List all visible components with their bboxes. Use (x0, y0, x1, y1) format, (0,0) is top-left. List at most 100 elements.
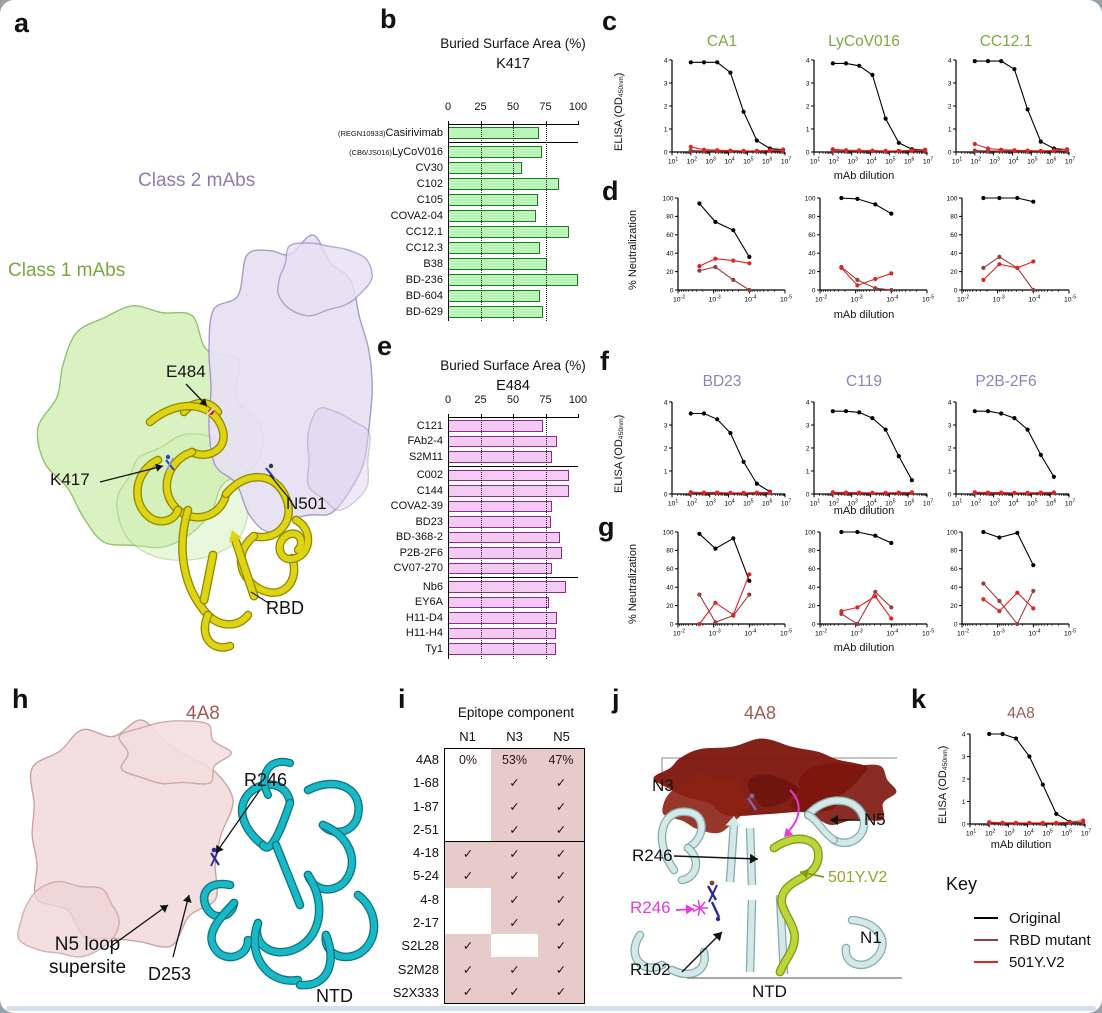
svg-text:107: 107 (781, 499, 792, 508)
bar-CC12.3 (448, 242, 541, 254)
bsa-bar-chart-e484: 0 25 50 75 100 C121 FAb2-4 S2M11 C002 C144 COVA2-3… (330, 388, 587, 668)
svg-text:4: 4 (948, 399, 952, 406)
bar-H11-D4 (448, 612, 558, 624)
svg-text:106: 106 (762, 157, 773, 166)
svg-text:103: 103 (989, 157, 1000, 166)
svg-text:10-3: 10-3 (993, 629, 1005, 638)
svg-text:4: 4 (948, 57, 952, 64)
epitope-col-n1: N1 (459, 729, 476, 744)
svg-text:2: 2 (948, 103, 952, 110)
svg-text:102: 102 (971, 157, 982, 166)
bar-BD23 (448, 516, 551, 528)
svg-text:1: 1 (948, 468, 952, 475)
svg-text:10-2: 10-2 (957, 629, 969, 638)
epitope-cell-1-87-N1 (444, 794, 491, 818)
epitope-cell-1-87-N5: ✓ (538, 794, 585, 818)
panel-letter-e: e (377, 331, 393, 361)
svg-text:0: 0 (806, 149, 810, 156)
bar-row-Casirivimab: (REGN10933)Casirivimab (330, 125, 584, 141)
svg-text:104: 104 (1008, 157, 1019, 166)
svg-text:3: 3 (664, 80, 668, 87)
bar-row-FAb2-4: FAb2-4 (330, 434, 584, 450)
svg-text:20: 20 (808, 269, 816, 276)
bar-row-H11-D4: H11-D4 (330, 610, 584, 626)
rbd-label: RBD (266, 598, 305, 618)
n5-loop-supersite-label: N5 loop supersite (48, 934, 127, 978)
bar-Ty1 (448, 643, 556, 655)
svg-text:10-5: 10-5 (922, 629, 934, 638)
epitope-cell-4-8-N3: ✓ (491, 887, 538, 911)
panel-letter-a: a (14, 8, 30, 38)
legend-item-rbd-mutant: RBD mutant (974, 929, 1096, 951)
elisa-title-ca1: CA1 (706, 33, 738, 50)
panel-letter-c: c (602, 6, 618, 36)
svg-text:10-3: 10-3 (709, 629, 721, 638)
svg-text:100: 100 (947, 195, 958, 202)
rbd-structure-illustration (36, 234, 373, 652)
elisa-y-axis-label-f: ELISA (OD450nm) (612, 414, 626, 494)
rbd-mutant-line-swatch (974, 938, 998, 942)
n3-label: N3 (652, 776, 674, 795)
elisa-title-cc121: CC12.1 (979, 33, 1033, 50)
svg-text:3: 3 (806, 80, 810, 87)
elisa-chart-bd23: 0 1 2 3 4 101 102 103 104 105 106 107 (652, 398, 792, 510)
epitope-cell-4-18-N3: ✓ (491, 841, 538, 865)
svg-text:104: 104 (1023, 829, 1034, 838)
e484-label: E484 (166, 362, 206, 381)
svg-text:105: 105 (1027, 499, 1038, 508)
svg-text:101: 101 (810, 499, 821, 508)
legend-item-original: Original (974, 907, 1096, 929)
neutralization-chart-c119: 0 20 40 60 80 100 10-2 10-3 10-4 10-5 (794, 528, 935, 640)
n1-label: N1 (860, 928, 882, 947)
epitope-row-4-18: 4-18 ✓ ✓ ✓ (386, 841, 586, 865)
epitope-cell-S2L28-N1: ✓ (444, 934, 491, 958)
svg-text:107: 107 (1081, 829, 1092, 838)
bar-row-C105: C105 (330, 192, 584, 208)
epitope-cell-4A8-N3: 53% (491, 748, 538, 772)
epitope-cell-1-68-N5: ✓ (538, 771, 585, 795)
svg-text:10-3: 10-3 (993, 295, 1005, 304)
r246-black-label: R246 (632, 846, 673, 865)
k417-label: K417 (50, 470, 90, 489)
ntd-label-h: NTD (316, 986, 353, 1006)
epitope-cell-4-8-N1 (444, 887, 491, 911)
epitope-cell-1-68-N1 (444, 771, 491, 795)
epitope-row-S2X333: S2X333 ✓ ✓ ✓ (386, 980, 586, 1004)
svg-text:10-2: 10-2 (673, 295, 685, 304)
svg-text:107: 107 (1065, 499, 1076, 508)
svg-text:3: 3 (664, 422, 668, 429)
bar-row-BD-604: BD-604 (330, 288, 584, 304)
r246-magenta-label: R246 (630, 898, 671, 917)
legend-label-rbd-mutant: RBD mutant (1009, 931, 1091, 949)
svg-text:10-4: 10-4 (886, 629, 898, 638)
svg-text:106: 106 (904, 157, 915, 166)
svg-text:1: 1 (806, 468, 810, 475)
4a8-label-h: 4A8 (186, 703, 220, 724)
epitope-cell-S2X333-N3: ✓ (491, 980, 538, 1004)
ntd-label-j: NTD (752, 982, 787, 1001)
panel-letter-k: k (911, 684, 927, 714)
bar-row-CC12.1: CC12.1 (330, 224, 584, 240)
neutralization-y-axis-label-g: % Neutralization (627, 543, 639, 625)
svg-text:2: 2 (664, 445, 668, 452)
svg-text:2: 2 (962, 776, 966, 783)
epitope-row-1-87: 1-87 ✓ ✓ (386, 794, 586, 818)
neutralization-chart-lycov016: 0 20 40 60 80 100 10-2 10-3 10-4 10-5 (794, 194, 935, 306)
svg-text:10-4: 10-4 (744, 295, 756, 304)
svg-text:40: 40 (666, 585, 674, 592)
bar-COVA2-39 (448, 500, 552, 512)
bsa-title-line: Buried Surface Area (%) (440, 36, 586, 51)
bar-row-BD-629: BD-629 (330, 304, 584, 320)
epitope-cell-4-18-N5: ✓ (538, 841, 585, 865)
epitope-row-4A8: 4A8 0% 53% 47% (386, 748, 586, 772)
epitope-row-2-51: 2-51 ✓ ✓ (386, 817, 586, 842)
svg-text:2: 2 (806, 445, 810, 452)
neutralization-chart-cc121: 0 20 40 60 80 100 10-2 10-3 10-4 10-5 (936, 194, 1077, 306)
panel-letter-i: i (398, 684, 406, 714)
svg-text:100: 100 (805, 195, 816, 202)
class1-mabs-label: Class 1 mAbs (8, 260, 126, 281)
svg-text:20: 20 (808, 603, 816, 610)
svg-text:60: 60 (950, 566, 958, 573)
svg-text:80: 80 (950, 548, 958, 555)
bar-row-S2M11: S2M11 (330, 449, 584, 465)
